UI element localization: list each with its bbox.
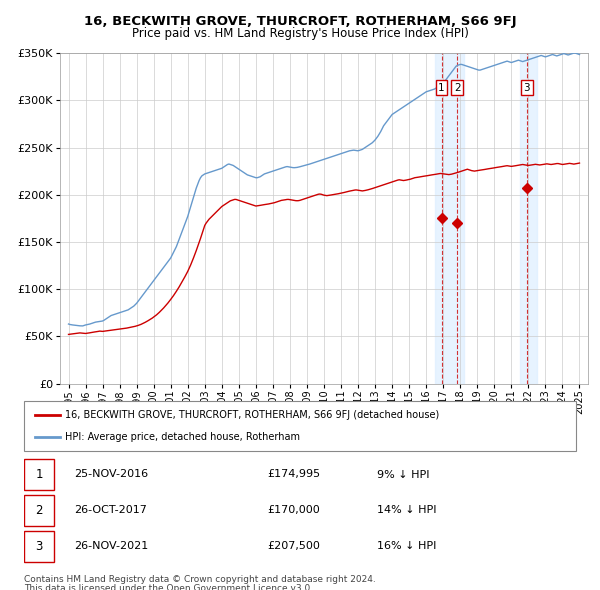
Bar <box>435 53 464 384</box>
Text: Price paid vs. HM Land Registry's House Price Index (HPI): Price paid vs. HM Land Registry's House … <box>131 27 469 40</box>
Text: 16, BECKWITH GROVE, THURCROFT, ROTHERHAM, S66 9FJ: 16, BECKWITH GROVE, THURCROFT, ROTHERHAM… <box>83 15 517 28</box>
Text: HPI: Average price, detached house, Rotherham: HPI: Average price, detached house, Roth… <box>65 432 301 442</box>
Text: £174,995: £174,995 <box>267 470 320 480</box>
Text: £170,000: £170,000 <box>267 506 320 515</box>
Text: 26-NOV-2021: 26-NOV-2021 <box>74 541 148 551</box>
FancyBboxPatch shape <box>24 530 55 562</box>
Text: 2: 2 <box>454 83 461 93</box>
FancyBboxPatch shape <box>24 401 576 451</box>
Text: This data is licensed under the Open Government Licence v3.0.: This data is licensed under the Open Gov… <box>24 584 313 590</box>
FancyBboxPatch shape <box>24 459 55 490</box>
Text: 3: 3 <box>523 83 530 93</box>
Bar <box>520 53 537 384</box>
FancyBboxPatch shape <box>24 494 55 526</box>
Text: 25-NOV-2016: 25-NOV-2016 <box>74 470 148 480</box>
Text: 1: 1 <box>438 83 445 93</box>
Text: Contains HM Land Registry data © Crown copyright and database right 2024.: Contains HM Land Registry data © Crown c… <box>24 575 376 584</box>
Text: 26-OCT-2017: 26-OCT-2017 <box>74 506 146 515</box>
Text: 2: 2 <box>35 504 43 517</box>
Text: 16% ↓ HPI: 16% ↓ HPI <box>377 541 437 551</box>
Text: 14% ↓ HPI: 14% ↓ HPI <box>377 506 437 515</box>
Text: 9% ↓ HPI: 9% ↓ HPI <box>377 470 430 480</box>
Text: 1: 1 <box>35 468 43 481</box>
Text: £207,500: £207,500 <box>267 541 320 551</box>
Text: 16, BECKWITH GROVE, THURCROFT, ROTHERHAM, S66 9FJ (detached house): 16, BECKWITH GROVE, THURCROFT, ROTHERHAM… <box>65 410 440 420</box>
Text: 3: 3 <box>35 540 43 553</box>
